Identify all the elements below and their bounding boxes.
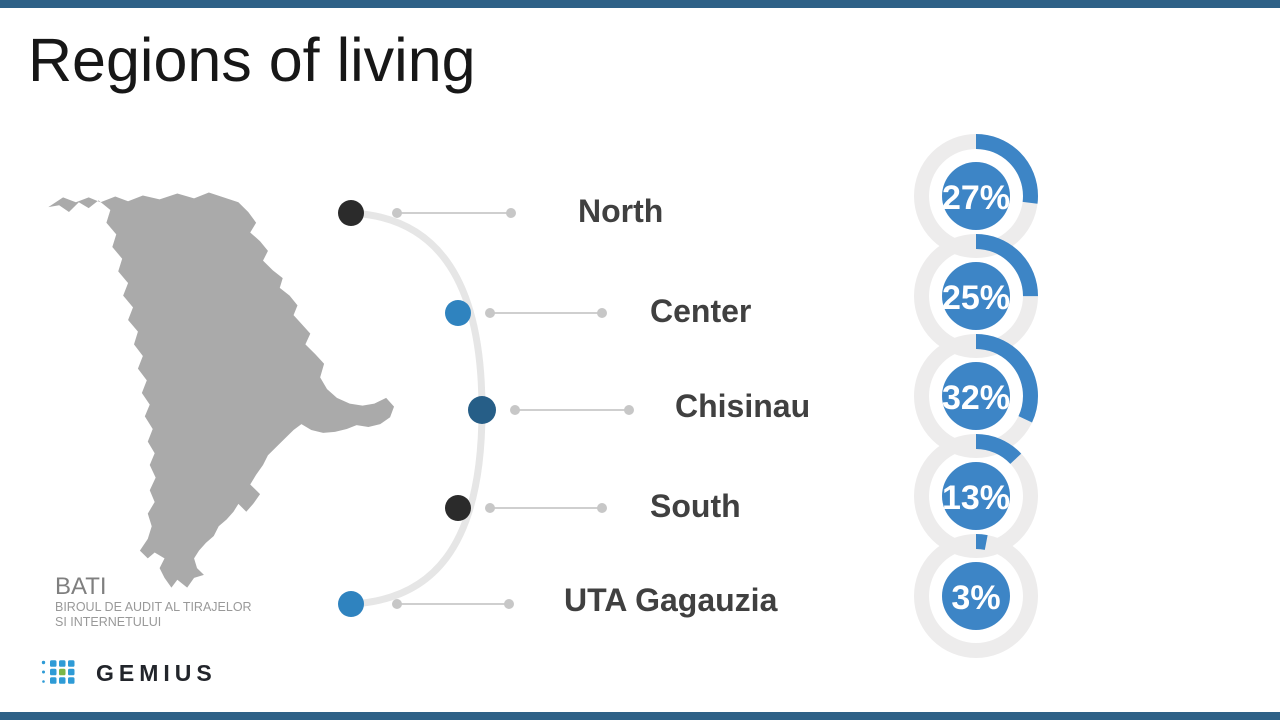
svg-text:27%: 27% <box>942 179 1010 217</box>
svg-text:13%: 13% <box>942 479 1010 517</box>
svg-text:3%: 3% <box>951 579 1000 617</box>
svg-text:32%: 32% <box>942 379 1010 417</box>
svg-text:25%: 25% <box>942 279 1010 317</box>
